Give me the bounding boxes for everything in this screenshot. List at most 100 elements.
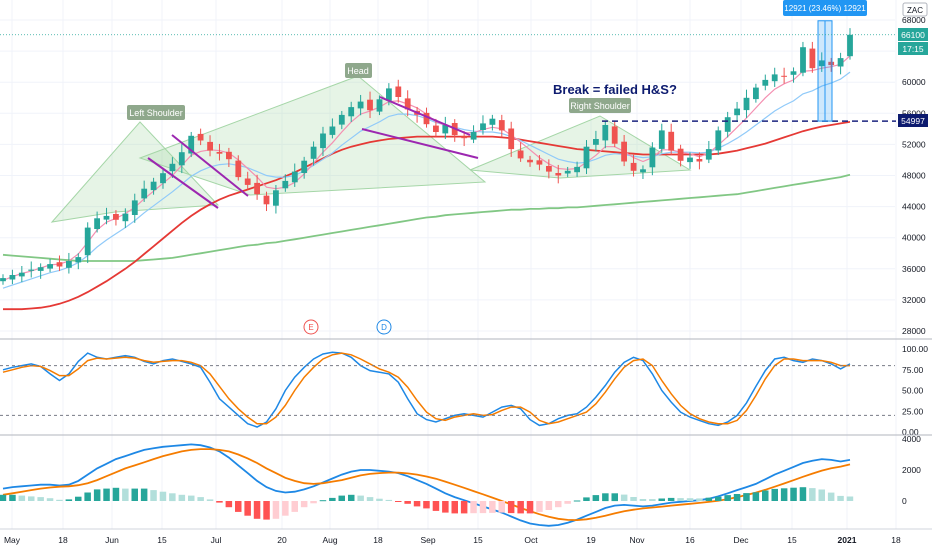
- candle-body: [668, 131, 675, 151]
- candle-body: [677, 148, 684, 161]
- channel-trendline: [171, 134, 249, 197]
- candle-body: [489, 118, 496, 125]
- macd-axis-tick: 4000: [902, 434, 921, 444]
- macd-histogram-bar: [545, 501, 553, 510]
- head-and-shoulders-region: [50, 121, 220, 223]
- candle-body: [555, 173, 562, 176]
- measure-label: 12921 (23.46%) 12921: [783, 0, 867, 16]
- price-axis-tick: 40000: [902, 233, 926, 243]
- candle-body: [508, 128, 515, 150]
- candle-body: [301, 160, 308, 173]
- candle-body: [329, 126, 336, 135]
- candle-body: [442, 125, 449, 134]
- macd-histogram-bar: [348, 494, 355, 501]
- macd-histogram-bar: [18, 495, 26, 501]
- right-shoulder-label: Right Shoulder: [569, 98, 631, 113]
- macd-histogram-bar: [225, 501, 233, 508]
- candle-body: [818, 60, 825, 67]
- macd-histogram-bar: [131, 488, 138, 501]
- macd-histogram-bar: [658, 498, 665, 501]
- time-axis-tick: Dec: [733, 535, 749, 545]
- macd-histogram-bar: [846, 496, 854, 501]
- macd-histogram-bar: [178, 494, 186, 501]
- candle-body: [84, 227, 91, 256]
- stochastic-k-line: [2, 351, 851, 428]
- price-axis-tick: 28000: [902, 326, 926, 336]
- candle-body: [771, 74, 778, 82]
- candle-body: [687, 157, 693, 163]
- signal-line: [2, 448, 851, 522]
- macd-histogram-bar: [140, 488, 148, 501]
- macd-histogram-bar: [564, 501, 571, 504]
- time-axis-tick: 15: [157, 535, 167, 545]
- candle-body: [386, 88, 392, 101]
- candle-body: [216, 152, 223, 154]
- symbol-badge[interactable]: ZAC: [902, 2, 928, 17]
- countdown-tag: 17:15: [898, 42, 928, 55]
- macd-histogram-bar: [526, 501, 534, 514]
- right-shoulder-text: Right Shoulder: [570, 101, 630, 111]
- candle-body: [837, 58, 844, 67]
- macd-histogram-bar: [395, 501, 402, 502]
- macd-histogram-bar: [432, 501, 440, 511]
- time-axis-tick: 19: [586, 535, 596, 545]
- candle-body: [593, 139, 599, 145]
- macd-histogram-bar: [357, 495, 364, 501]
- candle-body: [621, 141, 627, 162]
- macd-axis-tick: 0: [902, 496, 907, 506]
- macd-axis-tick: 2000: [902, 465, 921, 475]
- candle-body: [150, 181, 157, 191]
- breakout-level-tag: 54997: [898, 114, 928, 127]
- candle-body: [273, 190, 279, 206]
- macd-histogram-bar: [809, 488, 816, 501]
- macd-histogram-bar: [602, 493, 609, 502]
- candle-body: [131, 200, 138, 215]
- time-axis-tick: 18: [58, 535, 68, 545]
- candle-body: [160, 173, 166, 184]
- candle-body: [781, 75, 787, 77]
- candle-body: [263, 195, 270, 205]
- left-shoulder-label: Left Shoulder: [127, 105, 185, 120]
- time-axis-tick: Jul: [211, 535, 222, 545]
- channel-trendline: [361, 128, 479, 159]
- macd-histogram-bar: [235, 501, 242, 512]
- macd-histogram-bar: [818, 489, 825, 501]
- candle-body: [470, 132, 477, 140]
- time-axis-tick: Nov: [629, 535, 645, 545]
- time-axis-tick: Sep: [420, 535, 435, 545]
- macd-histogram-bar: [291, 501, 298, 512]
- channel-trendline: [147, 157, 219, 209]
- candle-body: [282, 180, 289, 189]
- candle-body: [367, 99, 373, 111]
- earnings-marker[interactable]: E: [303, 319, 319, 335]
- candle-body: [141, 188, 148, 199]
- head-label: Head: [345, 63, 372, 78]
- candle-body: [226, 151, 232, 160]
- candle-body: [254, 182, 260, 195]
- candle-body: [847, 34, 853, 57]
- macd-histogram-bar: [112, 487, 120, 501]
- macd-histogram-bar: [592, 495, 600, 501]
- candle-body: [376, 99, 383, 112]
- candle-body: [611, 126, 618, 144]
- macd-histogram-bar: [37, 497, 44, 501]
- macd-histogram-bar: [9, 494, 16, 501]
- candle-body: [630, 162, 637, 171]
- macd-histogram-bar: [338, 495, 345, 501]
- candle-body: [94, 218, 100, 229]
- price-axis-tick: 44000: [902, 202, 926, 212]
- macd-histogram-bar: [630, 497, 637, 501]
- svg-text:D: D: [381, 323, 387, 332]
- macd-histogram-bar: [300, 501, 308, 508]
- dividend-marker[interactable]: D: [376, 319, 392, 335]
- price-axis-tick: 48000: [902, 171, 926, 181]
- time-axis-tick: May: [4, 535, 21, 545]
- macd-histogram-bar: [667, 497, 675, 501]
- macd-histogram-bar: [771, 488, 778, 501]
- macd-histogram-bar: [724, 495, 731, 501]
- macd-histogram-bar: [790, 487, 797, 501]
- candle-body: [602, 125, 609, 141]
- channel-trendline: [379, 96, 471, 136]
- macd-histogram-bar: [442, 501, 449, 513]
